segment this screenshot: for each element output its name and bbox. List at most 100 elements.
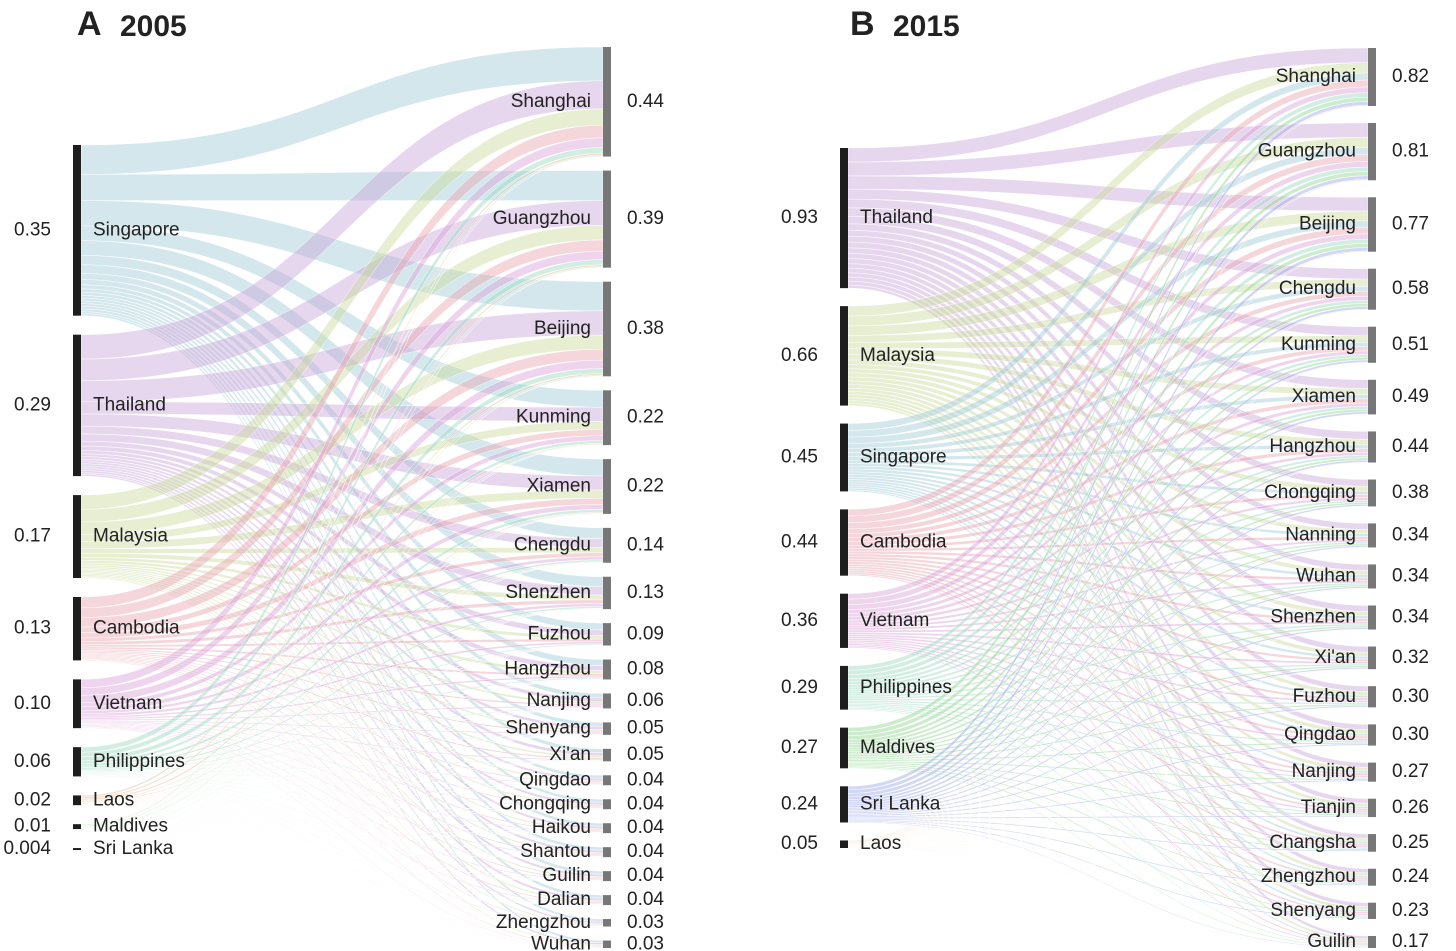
target-label: Wuhan [531, 933, 591, 951]
target-value: 0.27 [1392, 761, 1429, 782]
target-bar [1368, 268, 1376, 310]
source-value: 0.93 [781, 207, 818, 228]
panel-label: A [77, 5, 102, 43]
target-value: 0.22 [627, 407, 664, 428]
target-value: 0.82 [1392, 66, 1429, 87]
target-label: Fuzhou [1293, 686, 1356, 707]
target-bar [1368, 724, 1376, 746]
target-bar [1368, 798, 1376, 818]
target-label: Nanjing [527, 690, 591, 711]
target-value: 0.05 [627, 718, 664, 739]
source-bar [840, 509, 848, 576]
source-label: Laos [93, 789, 134, 810]
target-bar [1368, 122, 1376, 181]
target-label: Beijing [1299, 213, 1356, 234]
target-value: 0.32 [1392, 647, 1429, 668]
target-label: Kunming [516, 407, 591, 428]
target-value: 0.25 [1392, 832, 1429, 853]
target-label: Zhengzhou [496, 912, 591, 933]
flow [847, 505, 1369, 846]
target-bar [1368, 686, 1376, 708]
source-label: Malaysia [93, 526, 168, 547]
target-value: 0.04 [627, 793, 664, 814]
source-value: 0.45 [781, 446, 818, 467]
source-value: 0.10 [14, 693, 51, 714]
target-bar [603, 847, 611, 858]
target-label: Shanghai [1276, 66, 1356, 87]
target-value: 0.38 [1392, 482, 1429, 503]
target-value: 0.51 [1392, 334, 1429, 355]
source-label: Maldives [93, 816, 168, 837]
target-bar [1368, 326, 1376, 363]
target-label: Shenyang [1270, 900, 1356, 921]
source-label: Thailand [93, 394, 166, 415]
source-value: 0.29 [781, 677, 818, 698]
source-value: 0.66 [781, 345, 818, 366]
target-bar [1368, 564, 1376, 589]
flow [80, 375, 604, 850]
source-bar [840, 593, 848, 648]
target-value: 0.38 [627, 318, 664, 339]
source-bar [840, 665, 848, 710]
source-label: Singapore [93, 219, 180, 240]
target-bar [603, 659, 611, 680]
panel-title: 2015 [893, 10, 960, 43]
flow [80, 155, 604, 849]
source-bar [840, 423, 848, 492]
target-label: Xiamen [527, 476, 591, 497]
source-value: 0.01 [14, 816, 51, 837]
source-label: Philippines [93, 751, 185, 772]
target-value: 0.04 [627, 889, 664, 910]
target-label: Shenzhen [505, 582, 591, 603]
target-bar [1368, 523, 1376, 548]
target-label: Nanning [1285, 524, 1356, 545]
target-label: Chongqing [1264, 482, 1356, 503]
source-bar [73, 795, 81, 806]
target-label: Xi'an [549, 744, 591, 765]
flow [80, 785, 604, 851]
source-bar [73, 334, 81, 477]
target-value: 0.81 [1392, 141, 1429, 162]
flows [80, 46, 604, 949]
source-bar [840, 306, 848, 406]
target-bar [603, 693, 611, 709]
target-bar [1368, 902, 1376, 919]
target-value: 0.03 [627, 912, 664, 933]
source-bar [73, 145, 81, 316]
target-bar [603, 576, 611, 610]
target-label: Xiamen [1292, 386, 1356, 407]
source-label: Vietnam [93, 693, 162, 714]
target-value: 0.22 [627, 476, 664, 497]
target-bar [603, 748, 611, 762]
source-value: 0.06 [14, 751, 51, 772]
target-bar [603, 281, 611, 377]
target-value: 0.49 [1392, 386, 1429, 407]
source-value: 0.05 [781, 833, 818, 854]
flow [847, 250, 1369, 843]
panel-label: B [850, 5, 875, 43]
target-bar [1368, 834, 1376, 852]
target-bar [603, 940, 611, 948]
source-value: 0.44 [781, 532, 818, 553]
target-value: 0.04 [627, 841, 664, 862]
target-value: 0.30 [1392, 686, 1429, 707]
source-label: Singapore [860, 446, 947, 467]
source-bar [73, 848, 81, 851]
target-value: 0.26 [1392, 797, 1429, 818]
target-bar [1368, 197, 1376, 252]
source-bar [840, 786, 848, 823]
target-label: Hangzhou [504, 659, 591, 680]
target-value: 0.17 [1392, 931, 1429, 951]
target-label: Hangzhou [1269, 436, 1356, 457]
source-label: Malaysia [860, 345, 935, 366]
target-label: Chongqing [499, 793, 591, 814]
target-bar [603, 623, 611, 646]
panel-title: 2005 [120, 10, 187, 43]
source-value: 0.13 [14, 618, 51, 639]
flow [847, 413, 1369, 845]
target-label: Wuhan [1296, 565, 1356, 586]
target-label: Guangzhou [493, 208, 591, 229]
target-label: Chengdu [1279, 278, 1356, 299]
flows [847, 47, 1369, 949]
target-label: Shantou [520, 841, 591, 862]
